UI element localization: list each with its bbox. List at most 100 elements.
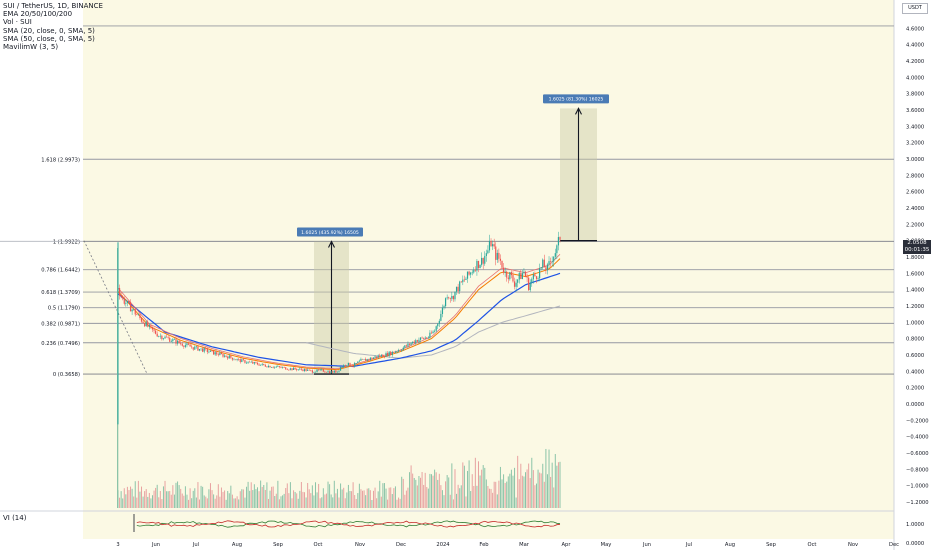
volume-bar xyxy=(128,490,130,508)
candle-body xyxy=(191,346,193,348)
candle-body xyxy=(354,363,356,367)
candle-body xyxy=(399,350,401,351)
y-tick-label: 0.4000 xyxy=(906,369,924,375)
x-tick-label: Dec xyxy=(396,542,406,548)
y-tick-label: 2.4000 xyxy=(906,206,924,212)
volume-bar xyxy=(534,485,536,508)
volume-bar xyxy=(123,488,125,508)
candle-body xyxy=(238,359,240,360)
candle-body xyxy=(247,361,249,363)
volume-bar xyxy=(415,479,417,508)
volume-bar xyxy=(514,467,516,508)
volume-bar xyxy=(438,473,440,508)
volume-bar xyxy=(382,483,384,508)
candle-body xyxy=(404,345,406,348)
x-tick-label: Nov xyxy=(848,542,858,548)
volume-bar xyxy=(539,472,541,508)
volume-bar xyxy=(426,486,428,508)
indicator-ema[interactable]: EMA 20/50/100/200 xyxy=(3,10,73,19)
candle-body xyxy=(216,352,218,355)
volume-bar xyxy=(354,495,356,508)
candle-body xyxy=(277,366,279,367)
volume-bar xyxy=(554,454,556,508)
currency-selector[interactable]: USDT xyxy=(902,3,928,14)
volume-bar xyxy=(391,494,393,508)
candle-body xyxy=(423,337,425,339)
candle-body xyxy=(180,343,182,344)
volume-bar xyxy=(166,491,168,508)
volume-bar xyxy=(175,482,177,508)
volume-bar xyxy=(225,499,227,508)
volume-bar xyxy=(440,485,442,508)
volume-bar xyxy=(396,499,398,508)
vi-pane-label[interactable]: VI (14) xyxy=(3,514,27,522)
candle-body xyxy=(492,244,494,247)
volume-bar xyxy=(456,493,458,508)
indicator-sma-20[interactable]: SMA (20, close, 0, SMA, 5) xyxy=(3,26,95,35)
candle-body xyxy=(325,372,328,373)
candle-body xyxy=(261,363,263,365)
y-tick-label: 4.4000 xyxy=(906,43,924,49)
candle-body xyxy=(286,369,288,371)
candle-body xyxy=(239,359,241,363)
volume-bar xyxy=(338,497,340,508)
y-tick-label: 0.6000 xyxy=(906,353,924,359)
candle-body xyxy=(294,367,296,370)
candle-body xyxy=(369,357,371,360)
x-tick-label: 2024 xyxy=(436,542,450,548)
candle-body xyxy=(540,267,542,269)
candle-body xyxy=(383,356,386,358)
price-axis[interactable]: 4.80004.60004.40004.20004.00003.80003.60… xyxy=(906,10,929,547)
candle-body xyxy=(173,339,176,340)
volume-bar xyxy=(280,496,282,508)
candle-body xyxy=(496,252,498,260)
volume-bar xyxy=(137,480,139,508)
candle-body xyxy=(386,353,389,356)
volume-bar xyxy=(291,498,293,508)
candle-body xyxy=(528,277,530,291)
volume-bar xyxy=(437,479,439,508)
candle-body xyxy=(430,332,433,334)
volume-bar xyxy=(470,491,472,508)
indicator-volume[interactable]: Vol · SUI xyxy=(3,18,32,27)
y-tick-label: 4.6000 xyxy=(906,26,924,32)
volume-bar xyxy=(477,461,479,508)
volume-bar xyxy=(217,484,219,508)
indicator-sma-50[interactable]: SMA (50, close, 0, SMA, 5) xyxy=(3,34,95,43)
candle-body xyxy=(517,279,519,283)
indicator-mavilimw[interactable]: MavilimW (3, 5) xyxy=(3,43,59,52)
candle-body xyxy=(311,370,313,373)
candle-body xyxy=(410,343,412,345)
volume-bar xyxy=(507,476,509,508)
volume-bar xyxy=(244,497,246,508)
candle-body xyxy=(167,337,169,338)
volume-bar xyxy=(164,480,166,508)
candle-body xyxy=(545,267,547,271)
y-tick-label: 4.0000 xyxy=(906,75,924,81)
candle-body xyxy=(537,278,539,279)
volume-bar xyxy=(385,488,387,508)
candle-body xyxy=(205,348,207,349)
candle-body xyxy=(446,297,448,299)
candle-body xyxy=(449,298,451,299)
candle-body xyxy=(512,275,514,282)
volume-bar xyxy=(402,478,404,508)
volume-bar xyxy=(151,495,153,508)
candle-body xyxy=(524,271,527,277)
fib-label: 0 (0.3658) xyxy=(53,372,80,378)
symbol-title[interactable]: SUI / TetherUS, 1D, BINANCE xyxy=(3,2,103,10)
candle-body xyxy=(297,369,299,371)
y-tick-label: 3.4000 xyxy=(906,124,924,130)
candle-body xyxy=(203,348,205,352)
time-axis[interactable]: 3 Jun Jul Aug Sep Oct Nov Dec 2024 Feb Mar Apr May Ju… xyxy=(116,542,899,548)
candle-body xyxy=(118,288,121,296)
volume-bar xyxy=(371,499,373,508)
volume-bar xyxy=(184,486,186,508)
volume-bar xyxy=(420,477,422,508)
volume-bar xyxy=(134,481,136,508)
volume-bar xyxy=(211,490,213,508)
candle-body xyxy=(131,309,133,312)
candle-body xyxy=(197,346,199,351)
candle-body xyxy=(416,340,418,342)
